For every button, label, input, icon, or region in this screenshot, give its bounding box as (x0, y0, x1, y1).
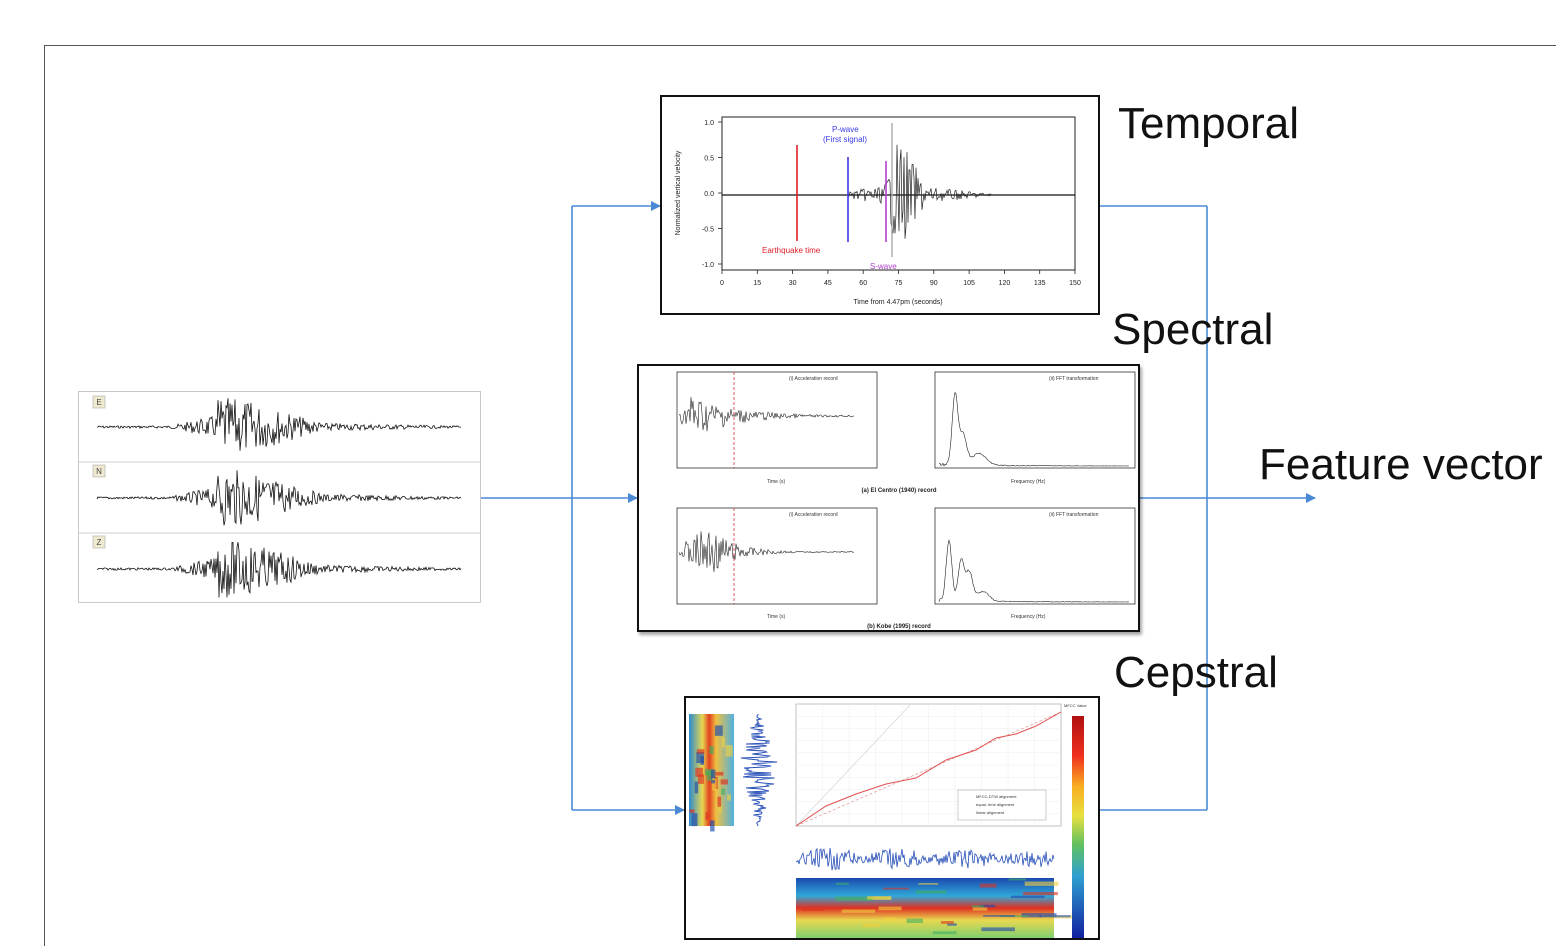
temporal-label: Temporal (1118, 99, 1299, 148)
colorbar-title: MFCC Value (1064, 703, 1087, 708)
slide-frame (44, 45, 1556, 946)
seismogram-trace-e (96, 398, 461, 451)
mfcc-dtw-alignment-line (795, 711, 1062, 827)
temporal-x-tick: 90 (930, 280, 938, 287)
accel-title-top: (i) Acceleration record (789, 376, 838, 382)
fft-trace-bottom (938, 539, 1130, 603)
channel-label-n: N (96, 467, 102, 476)
seismogram-trace-z (96, 541, 462, 598)
p-wave-label: P-wave (832, 125, 859, 134)
temporal-x-tick: 150 (1069, 280, 1081, 287)
linear-alignment-line (795, 703, 912, 827)
temporal-chart-panel: 1.0 0.5 0.0 -0.5 -1.0 0 15 30 45 60 75 90 105 120 135… (660, 95, 1100, 315)
legend-item-0: MFCC-DTW alignment (976, 794, 1017, 799)
temporal-x-tick: 30 (789, 280, 797, 287)
connector-diagram (480, 201, 1316, 815)
temporal-x-axis-label: Time from 4.47pm (seconds) (853, 299, 942, 306)
p-wave-sublabel: (First signal) (823, 135, 867, 144)
fft-trace-top (938, 391, 1129, 467)
temporal-x-tick: 135 (1034, 280, 1046, 287)
spectral-caption-bottom: (b) Kobe (1995) record (867, 624, 931, 630)
temporal-x-tick: 15 (753, 280, 761, 287)
spectral-chart-svg: (i) Acceleration record (i) Acceleration… (676, 371, 1136, 630)
accel-trace-bottom (678, 531, 855, 573)
channel-badge-e: E (92, 395, 106, 409)
temporal-x-tick: 45 (824, 280, 832, 287)
channel-badge-n: N (92, 464, 106, 478)
accel-trace-top (678, 397, 855, 432)
temporal-x-tick: 75 (895, 280, 903, 287)
temporal-x-tick: 0 (720, 280, 724, 287)
temporal-y-tick: -1.0 (702, 262, 714, 269)
temporal-y-axis-label: Normalized vertical velocity (675, 150, 682, 235)
equal-time-alignment-line (795, 711, 1062, 827)
temporal-y-tick: 0.0 (704, 191, 714, 198)
channel-label-e: E (96, 398, 101, 407)
cepstral-chart-svg: MFCC-DTW alignment equal- time alignment… (689, 703, 1087, 938)
channel-label-z: Z (97, 538, 102, 547)
accel-title-bottom: (i) Acceleration record (789, 512, 838, 518)
earthquake-time-label: Earthquake time (762, 246, 821, 255)
fft-title-top: (ii) FFT transformation (1049, 376, 1099, 382)
temporal-x-tick: 120 (999, 280, 1011, 287)
fft-title-bottom: (ii) FFT transformation (1049, 512, 1099, 518)
legend-item-2: linear alignment (976, 810, 1005, 815)
freq-label-bottom: Frequency (Hz) (1011, 614, 1046, 620)
input-seismogram-panel: E N Z (78, 391, 481, 603)
temporal-y-tick: -0.5 (702, 227, 714, 234)
cepstral-chart-panel: MFCC-DTW alignment equal- time alignment… (684, 696, 1100, 940)
temporal-x-tick: 105 (963, 280, 975, 287)
legend-item-1: equal- time alignment (976, 802, 1015, 807)
seismogram-trace-n (96, 470, 462, 526)
spectral-label: Spectral (1112, 305, 1274, 354)
temporal-y-tick: 0.5 (704, 156, 714, 163)
time-label-bottom: Time (s) (767, 614, 785, 620)
temporal-chart-svg: 1.0 0.5 0.0 -0.5 -1.0 0 15 30 45 60 75 90 105 120 135… (675, 116, 1081, 306)
temporal-waveform (847, 144, 993, 239)
temporal-y-tick: 1.0 (704, 120, 714, 127)
s-wave-label: S-wave (870, 262, 897, 271)
temporal-x-tick: 60 (859, 280, 867, 287)
spectral-caption-top: (a) El Centro (1940) record (861, 488, 936, 494)
freq-label-top: Frequency (Hz) (1011, 479, 1046, 485)
horizontal-waveform (796, 847, 1055, 871)
input-seismogram-svg: E N Z (79, 395, 480, 598)
feature-vector-label: Feature vector (1259, 440, 1543, 489)
spectral-chart-panel: (i) Acceleration record (i) Acceleration… (637, 364, 1140, 632)
vertical-waveform (740, 714, 778, 827)
time-label-top: Time (s) (767, 479, 785, 485)
channel-badge-z: Z (92, 535, 106, 549)
cepstral-label: Cepstral (1114, 648, 1278, 697)
